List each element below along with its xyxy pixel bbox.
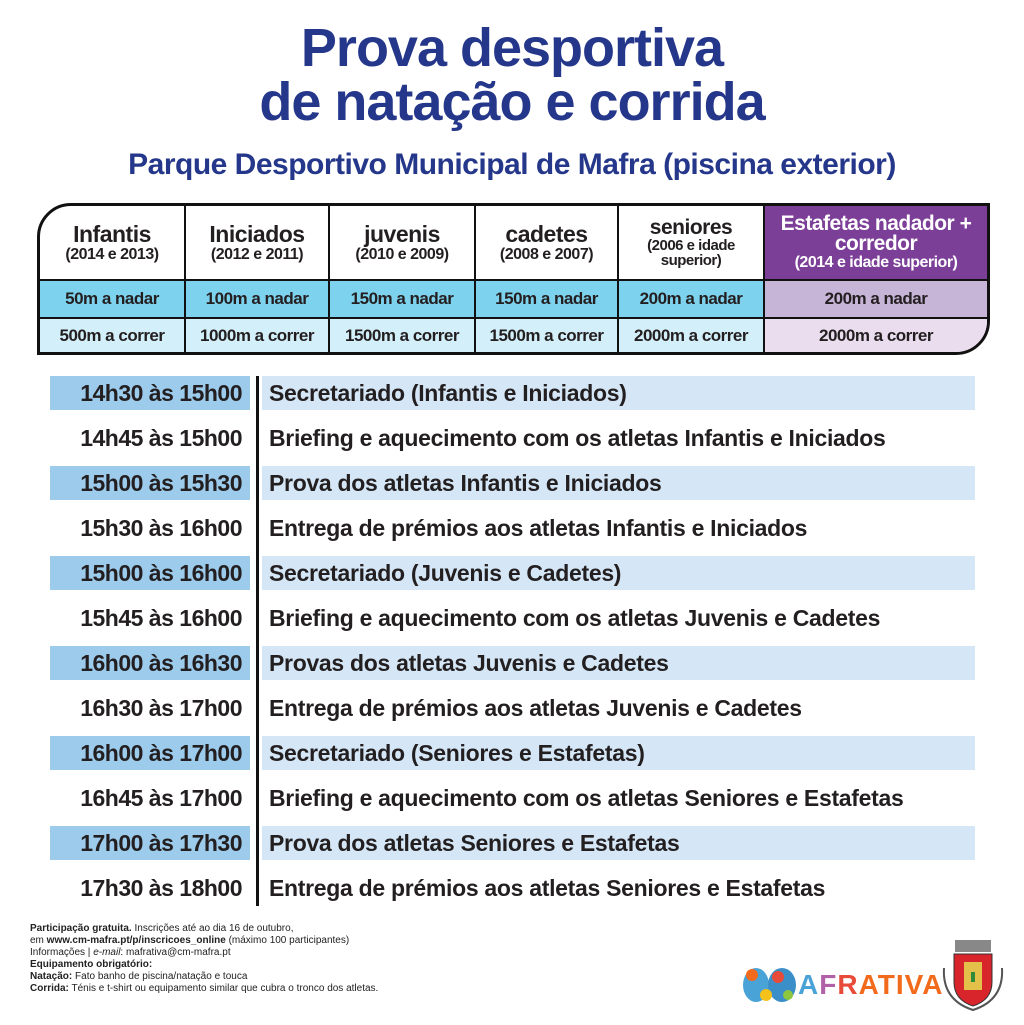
footer-text: em [30, 935, 47, 946]
category-years: (2012 e 2011) [210, 245, 304, 263]
category-years: (2008 e 2007) [499, 245, 594, 263]
run-distance-cell: 1500m a correr [330, 319, 476, 352]
schedule-description: Briefing e aquecimento com os atletas Se… [269, 785, 904, 811]
mafrativa-logo: AFRATIVA [742, 965, 943, 1005]
schedule-description: Entrega de prémios aos atletas Infantis … [269, 515, 808, 541]
footer-text: Corrida: [30, 983, 69, 994]
schedule-row: 17h00 às 17h30 Prova dos atletas Seniores… [50, 826, 975, 871]
schedule-description: Prova dos atletas Infantis e Iniciados [262, 466, 975, 500]
schedule-row: 14h45 às 15h00 Briefing e aquecimento com… [50, 421, 975, 466]
swim-distance-cell: 100m a nadar [186, 281, 330, 319]
category-name: Infantis [73, 220, 151, 247]
footer-text: Fato banho de piscina/natação e touca [72, 971, 248, 982]
municipality-crest-icon [942, 940, 1004, 1012]
category-years: (2010 e 2009) [355, 245, 449, 263]
category-name: juvenis [364, 220, 440, 247]
swim-distance-cell: 200m a nadar [765, 281, 987, 319]
category-years: (2006 e idade superior) [647, 237, 735, 269]
schedule-row: 16h00 às 16h30 Provas dos atletas Juvenis… [50, 646, 975, 691]
divider [256, 376, 259, 906]
email-text: : mafrativa@cm-mafra.pt [120, 947, 231, 958]
schedule-row: 16h45 às 17h00 Briefing e aquecimento com… [50, 781, 975, 826]
run-distance-cell: 1000m a correr [186, 319, 330, 352]
schedule-time: 15h00 às 16h00 [50, 556, 250, 590]
schedule-time: 15h00 às 15h30 [50, 466, 250, 500]
schedule-description: Briefing e aquecimento com os atletas In… [269, 425, 886, 451]
schedule-row: 15h45 às 16h00 Briefing e aquecimento com… [50, 601, 975, 646]
schedule-description: Provas dos atletas Juvenis e Cadetes [262, 646, 975, 680]
schedule-description: Prova dos atletas Seniores e Estafetas [262, 826, 975, 860]
title-line-2: de natação e corrida [259, 72, 765, 132]
footer-text: Natação: [30, 971, 73, 982]
schedule-description: Entrega de prémios aos atletas Seniores … [269, 875, 826, 901]
footer-text: Informações | [30, 947, 94, 958]
category-name: seniores [649, 216, 733, 239]
swim-distance-cell: 200m a nadar [619, 281, 765, 319]
schedule-description: Secretariado (Seniores e Estafetas) [262, 736, 975, 770]
footer-text: Equipamento obrigatório: [30, 959, 153, 970]
schedule-row: 14h30 às 15h00 Secretariado (Infantis e I… [50, 376, 975, 421]
schedule-row: 15h30 às 16h00 Entrega de prémios aos atl… [50, 511, 975, 556]
footer-text: e-mail [93, 947, 121, 958]
run-distance-cell: 500m a correr [40, 319, 186, 352]
run-distance-cell: 2000m a correr [765, 319, 987, 352]
category-header: juvenis (2010 e 2009) [330, 206, 476, 281]
schedule-row: 16h00 às 17h00 Secretariado (Seniores e E… [50, 736, 975, 781]
footer-text: (máximo 100 participantes) [225, 935, 350, 946]
mafrativa-wordmark: AFRATIVA [798, 969, 944, 1000]
categories-table: Infantis (2014 e 2013) Iniciados (2012 e 20… [37, 203, 990, 355]
schedule-description: Secretariado (Juvenis e Cadetes) [262, 556, 975, 590]
swim-distance-cell: 50m a nadar [40, 281, 186, 319]
category-name: Iniciados [209, 220, 305, 247]
category-header: Iniciados (2012 e 2011) [186, 206, 330, 281]
swim-distance-cell: 150m a nadar [330, 281, 476, 319]
category-years: (2014 e idade superior) [794, 253, 958, 271]
schedule: 14h30 às 15h00 Secretariado (Infantis e I… [50, 376, 975, 916]
title-line-1: Prova desportiva [300, 18, 724, 78]
schedule-description: Entrega de prémios aos atletas Juvenis e… [269, 695, 802, 721]
run-distance-cell: 2000m a correr [619, 319, 765, 352]
schedule-time: 14h30 às 15h00 [50, 376, 250, 410]
category-name: Estafetas nadador + corredor [780, 211, 972, 255]
schedule-row: 15h00 às 15h30 Prova dos atletas Infantis… [50, 466, 975, 511]
schedule-time: 14h45 às 15h00 [80, 425, 242, 451]
schedule-time: 16h45 às 17h00 [80, 785, 242, 811]
schedule-time: 16h00 às 16h30 [50, 646, 250, 680]
schedule-description: Briefing e aquecimento com os atletas Ju… [269, 605, 881, 631]
schedule-time: 17h30 às 18h00 [80, 875, 242, 901]
footer-info: Participação gratuita. Inscrições até ao… [30, 923, 378, 995]
schedule-time: 16h00 às 17h00 [50, 736, 250, 770]
swim-distance-cell: 150m a nadar [476, 281, 619, 319]
footer-text: Participação gratuita. [30, 923, 132, 934]
category-header: Infantis (2014 e 2013) [40, 206, 186, 281]
registration-link[interactable]: www.cm-mafra.pt/p/inscricoes_online [46, 935, 226, 946]
schedule-time: 15h45 às 16h00 [80, 605, 242, 631]
category-header: Estafetas nadador + corredor (2014 e idad… [765, 206, 987, 281]
schedule-time: 15h30 às 16h00 [80, 515, 242, 541]
footer-text: Inscrições até ao dia 16 de outubro, [131, 923, 294, 934]
schedule-row: 16h30 às 17h00 Entrega de prémios aos atl… [50, 691, 975, 736]
schedule-row: 17h30 às 18h00 Entrega de prémios aos atl… [50, 871, 975, 916]
footer-text: Ténis e t-shirt ou equipamento similar q… [68, 983, 379, 994]
schedule-time: 17h00 às 17h30 [50, 826, 250, 860]
category-header: cadetes (2008 e 2007) [476, 206, 619, 281]
schedule-description: Secretariado (Infantis e Iniciados) [262, 376, 975, 410]
category-header: seniores (2006 e idade superior) [619, 206, 765, 281]
mafrativa-m-icon [743, 968, 796, 1002]
category-years: (2014 e 2013) [65, 245, 159, 263]
subtitle: Parque Desportivo Municipal de Mafra (pi… [128, 148, 896, 181]
category-name: cadetes [505, 220, 588, 247]
run-distance-cell: 1500m a correr [476, 319, 619, 352]
schedule-time: 16h30 às 17h00 [80, 695, 242, 721]
schedule-row: 15h00 às 16h00 Secretariado (Juvenis e Ca… [50, 556, 975, 601]
